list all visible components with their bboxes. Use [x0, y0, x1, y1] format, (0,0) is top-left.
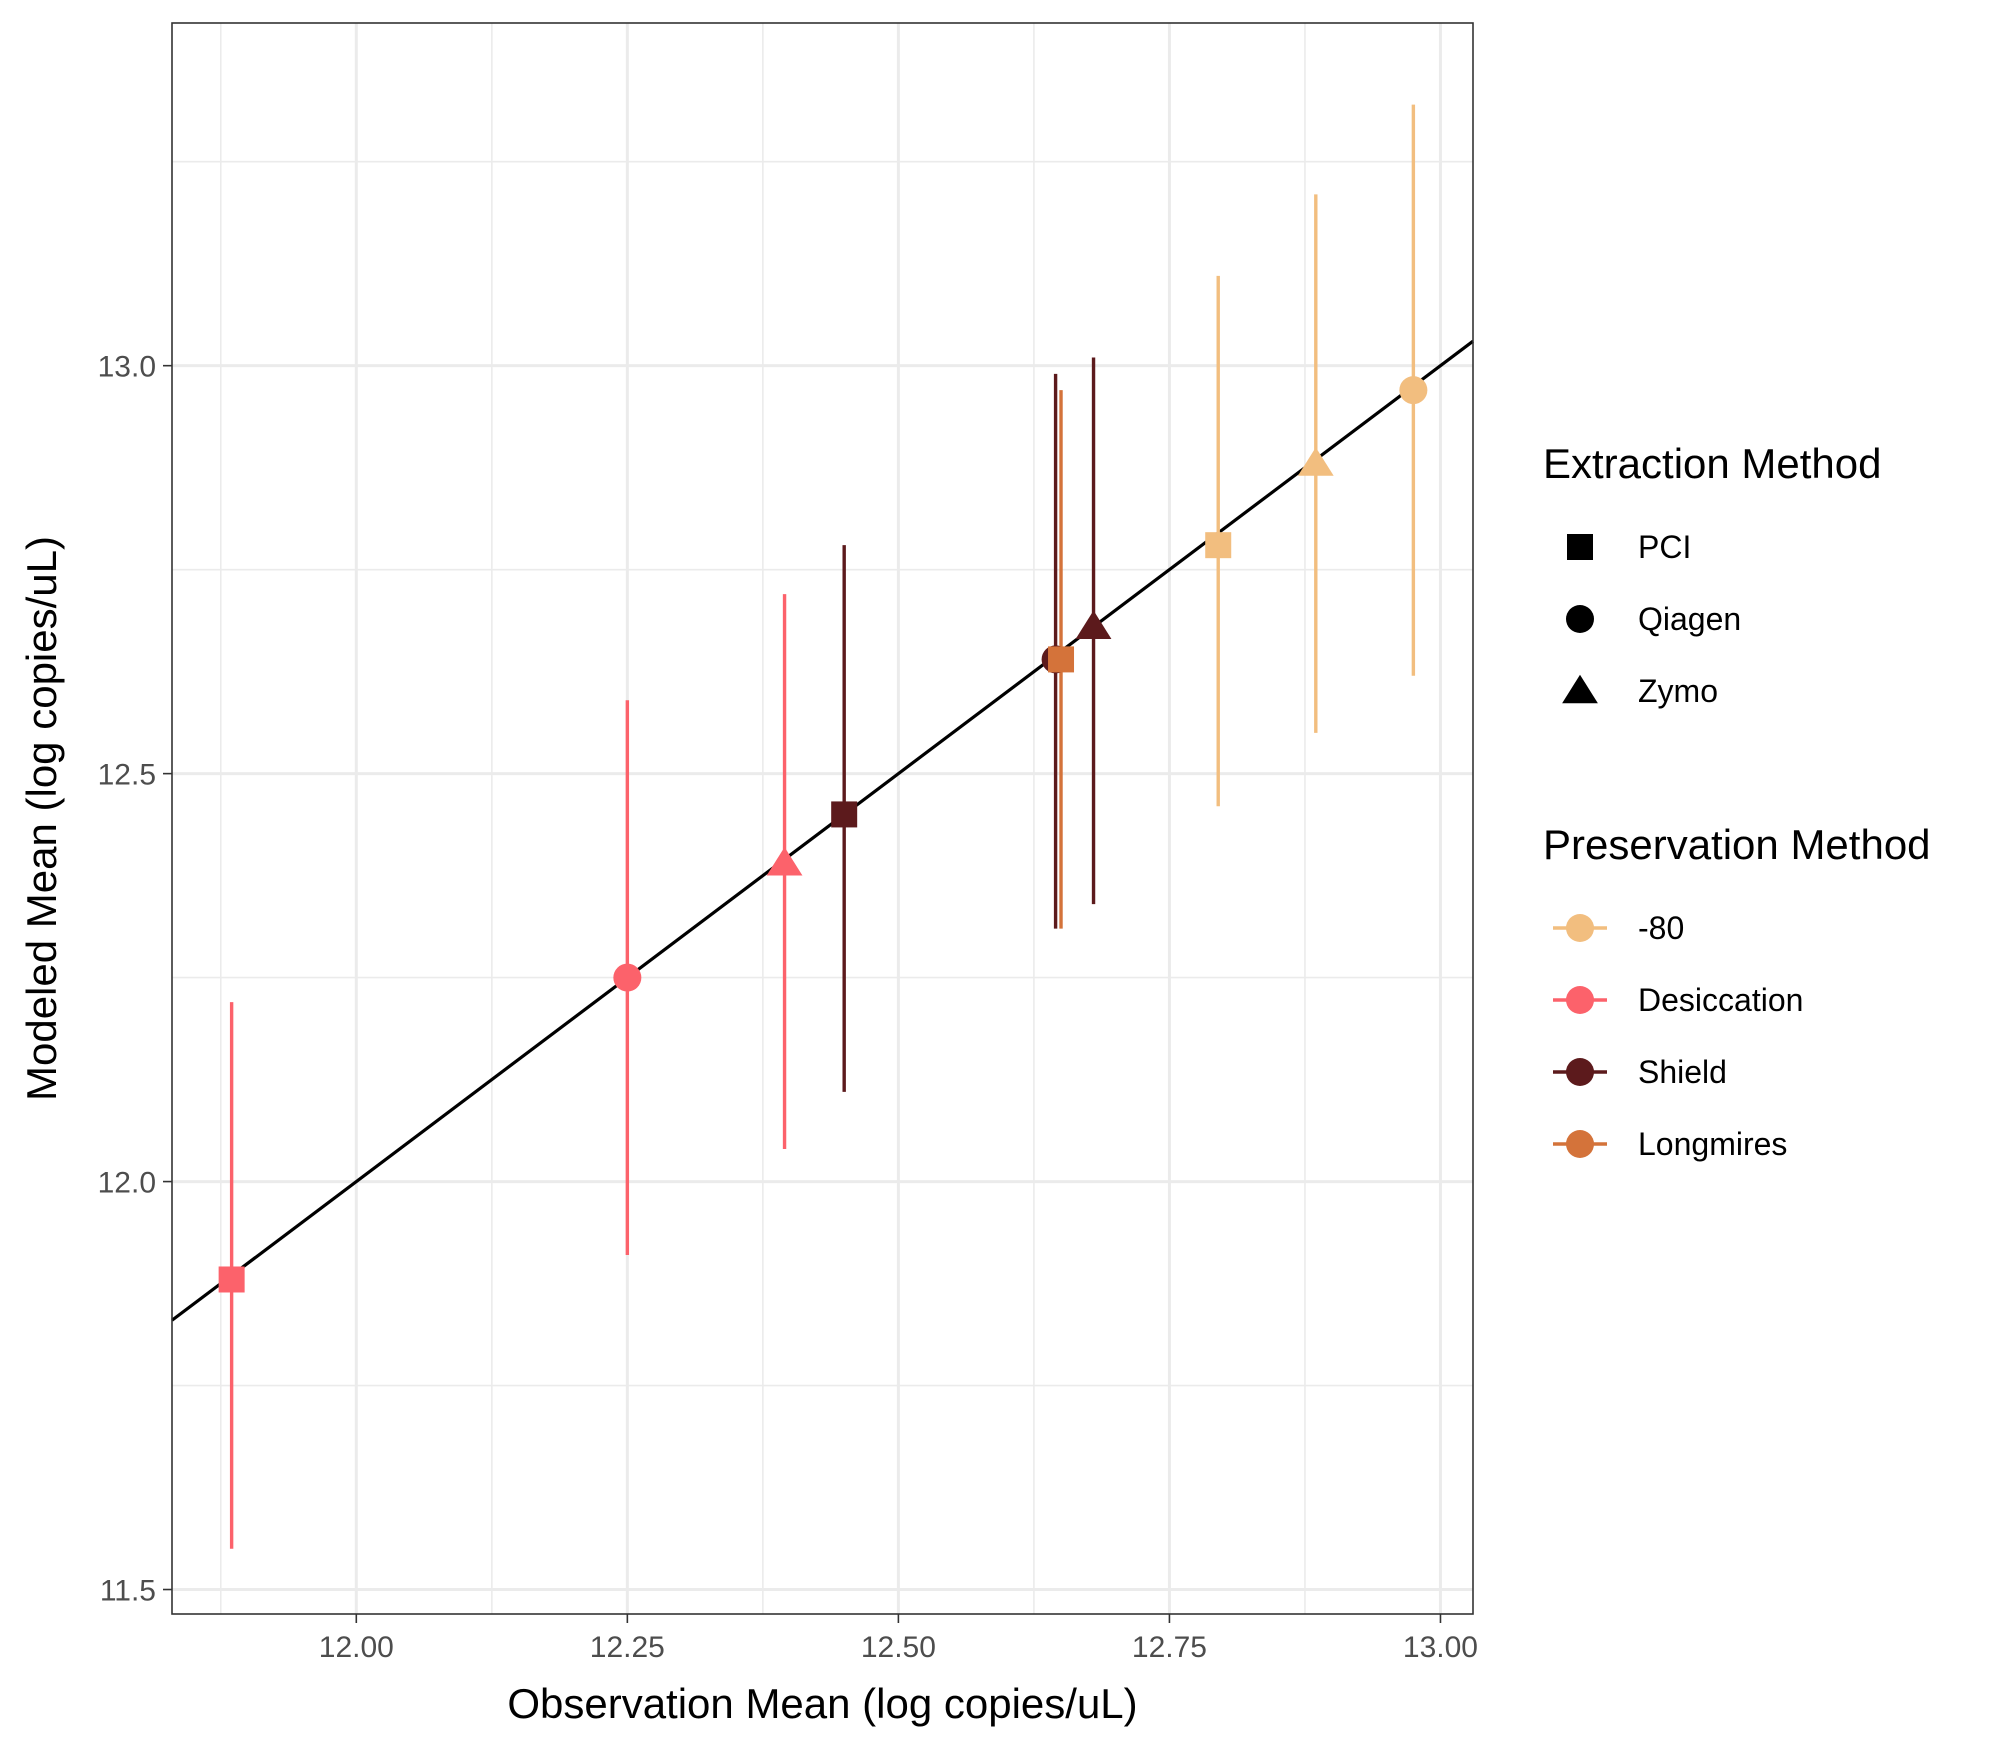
legend-label-qiagen: Qiagen [1638, 601, 1741, 637]
point-shield-zymo [1075, 610, 1112, 639]
y-axis-title: Modeled Mean (log copies/uL) [18, 536, 65, 1101]
y-tick-label: 13.0 [98, 351, 156, 384]
point-80-qiagen [1399, 376, 1428, 405]
legend-label-zymo: Zymo [1638, 673, 1718, 709]
x-tick-label: 12.50 [861, 1631, 936, 1664]
y-tick-label: 11.5 [100, 1575, 156, 1608]
identity-line [171, 339, 1474, 1322]
point-layer [218, 376, 1428, 1293]
y-tick-label: 12.5 [98, 759, 156, 792]
point-longmires-pci [1048, 646, 1075, 673]
point-80-zymo [1297, 447, 1334, 476]
legend-key-longmires [1566, 1130, 1594, 1158]
legend-key-qiagen [1566, 605, 1594, 633]
legend-label-desiccation: Desiccation [1638, 982, 1803, 1018]
legend-key-shield [1566, 1058, 1594, 1086]
legend-label-80: -80 [1638, 910, 1684, 946]
grid-layer [172, 23, 1473, 1614]
legend-extraction-method: Extraction Method PCI Qiagen Zymo [1543, 440, 1882, 709]
reference-line-layer [171, 339, 1474, 1322]
legend-title: Preservation Method [1543, 821, 1931, 868]
legend-label-shield: Shield [1638, 1054, 1727, 1090]
plot-panel-border [171, 22, 1474, 1615]
legend-key-zymo [1562, 674, 1598, 704]
point-80-pci [1205, 532, 1232, 559]
x-tick-label: 12.25 [590, 1631, 665, 1664]
legend-label-pci: PCI [1638, 529, 1691, 565]
point-desiccation-pci [218, 1266, 245, 1293]
legend-key-pci [1567, 534, 1593, 560]
legend-key-desiccation [1566, 986, 1594, 1014]
legend-preservation-method: Preservation Method -80 Desiccation Shield L… [1543, 821, 1931, 1162]
y-axis-ticks: 11.5 12.0 12.5 13.0 [98, 351, 172, 1608]
legend-title: Extraction Method [1543, 440, 1882, 487]
point-shield-pci [831, 801, 858, 828]
legend-label-longmires: Longmires [1638, 1126, 1787, 1162]
x-axis-ticks: 12.00 12.25 12.50 12.75 13.00 [319, 1614, 1478, 1664]
x-tick-label: 12.75 [1132, 1631, 1207, 1664]
point-desiccation-qiagen [613, 963, 642, 992]
x-tick-label: 13.00 [1403, 1631, 1478, 1664]
y-tick-label: 12.0 [98, 1167, 156, 1200]
x-axis-title: Observation Mean (log copies/uL) [507, 1680, 1137, 1727]
legend-key-80 [1566, 914, 1594, 942]
point-desiccation-zymo [766, 847, 803, 876]
errorbar-layer [229, 104, 1416, 1549]
legend: Extraction Method PCI Qiagen Zymo Preservati… [1543, 440, 1931, 1162]
x-tick-label: 12.00 [319, 1631, 394, 1664]
